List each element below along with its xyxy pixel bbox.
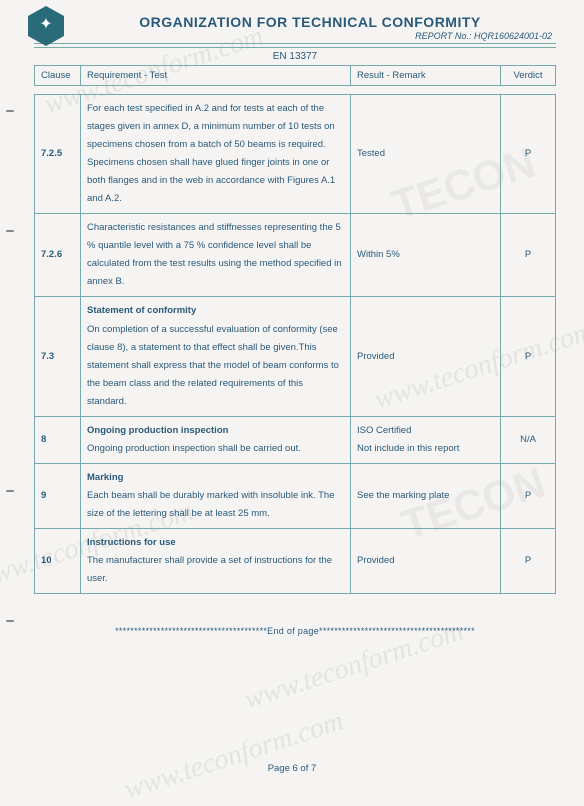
conformity-table: 7.2.5 For each test specified in A.2 and…	[34, 94, 556, 594]
standard-label: EN 13377	[34, 48, 556, 66]
cell-clause: 7.3	[35, 297, 81, 416]
end-of-page-marker: ****************************************…	[34, 626, 556, 636]
cell-requirement: Instructions for useThe manufacturer sha…	[81, 528, 351, 593]
report-number: REPORT No.: HQR160624001-02	[34, 31, 552, 41]
cell-verdict: P	[501, 528, 556, 593]
cell-result: Within 5%	[351, 214, 501, 297]
column-headers: Clause Requirement - Test Result - Remar…	[34, 66, 556, 86]
table-row: 10 Instructions for useThe manufacturer …	[35, 528, 556, 593]
cell-result: Tested	[351, 95, 501, 214]
org-title: ORGANIZATION FOR TECHNICAL CONFORMITY	[64, 14, 556, 30]
cell-result: Provided	[351, 528, 501, 593]
cell-result: ISO Certified Not include in this report	[351, 416, 501, 463]
cell-verdict: P	[501, 214, 556, 297]
table-row: 7.3 Statement of conformityOn completion…	[35, 297, 556, 416]
table-row: 7.2.6 Characteristic resistances and sti…	[35, 214, 556, 297]
cell-clause: 10	[35, 528, 81, 593]
cell-clause: 7.2.5	[35, 95, 81, 214]
cell-result: Provided	[351, 297, 501, 416]
table-row: 9 MarkingEach beam shall be durably mark…	[35, 463, 556, 528]
header-verdict: Verdict	[501, 66, 556, 86]
cell-result: See the marking plate	[351, 463, 501, 528]
watermark-url: www.teconform.com	[121, 706, 348, 806]
header-clause: Clause	[35, 66, 81, 86]
header-result: Result - Remark	[351, 66, 501, 86]
cell-verdict: P	[501, 95, 556, 214]
cell-clause: 8	[35, 416, 81, 463]
table-row: 7.2.5 For each test specified in A.2 and…	[35, 95, 556, 214]
header-requirement: Requirement - Test	[81, 66, 351, 86]
cell-verdict: P	[501, 297, 556, 416]
cell-verdict: N/A	[501, 416, 556, 463]
cell-requirement: Characteristic resistances and stiffness…	[81, 214, 351, 297]
cell-requirement: For each test specified in A.2 and for t…	[81, 95, 351, 214]
cell-verdict: P	[501, 463, 556, 528]
cell-requirement: Ongoing production inspectionOngoing pro…	[81, 416, 351, 463]
cell-clause: 9	[35, 463, 81, 528]
cell-clause: 7.2.6	[35, 214, 81, 297]
cell-requirement: Statement of conformityOn completion of …	[81, 297, 351, 416]
cell-requirement: MarkingEach beam shall be durably marked…	[81, 463, 351, 528]
table-row: 8 Ongoing production inspectionOngoing p…	[35, 416, 556, 463]
page-number: Page 6 of 7	[0, 763, 584, 774]
